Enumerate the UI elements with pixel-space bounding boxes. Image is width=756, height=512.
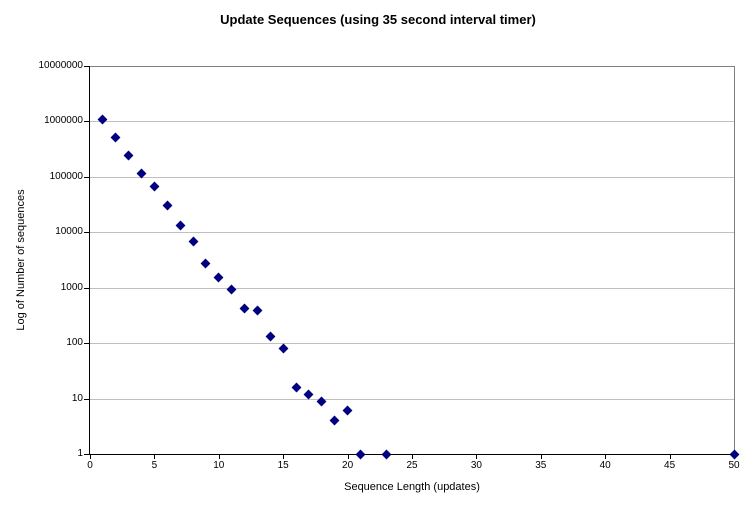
y-tick-mark [84, 176, 90, 178]
data-point-marker [355, 449, 366, 459]
x-tick-mark [218, 455, 220, 459]
y-tick-label: 100000 [49, 170, 83, 182]
y-gridline [90, 232, 734, 234]
data-point-marker [175, 221, 186, 231]
chart-title: Update Sequences (using 35 second interv… [220, 12, 536, 27]
y-tick-label: 10000000 [38, 60, 84, 71]
plot-border-right [734, 66, 735, 455]
y-tick-mark [84, 121, 90, 123]
y-tick-label: 1000000 [44, 115, 83, 127]
data-point-marker [729, 449, 739, 459]
data-point-marker [329, 415, 340, 426]
data-point-marker [123, 150, 134, 161]
y-tick-label: 1000 [60, 281, 83, 293]
y-gridline [90, 176, 734, 178]
data-point-marker [342, 405, 353, 416]
y-axis-title: Log of Number of sequences [15, 189, 27, 331]
x-tick-label: 15 [277, 460, 289, 471]
y-tick-label: 100 [66, 337, 83, 349]
y-tick-label: 10 [71, 392, 83, 404]
x-tick-mark [412, 455, 413, 459]
data-point-marker [200, 258, 211, 269]
data-point-marker [239, 303, 250, 314]
data-point-marker [188, 236, 198, 247]
x-tick-mark [154, 455, 156, 459]
y-gridline [90, 398, 734, 400]
y-tick-mark [84, 66, 90, 67]
y-tick-mark [84, 454, 90, 455]
x-tick-mark [605, 455, 607, 459]
data-point-marker [265, 331, 276, 342]
x-tick-label: 50 [728, 460, 740, 471]
x-tick-mark [347, 455, 349, 459]
x-tick-label: 35 [535, 460, 547, 471]
x-tick-mark [540, 455, 542, 459]
y-tick-label: 10000 [55, 226, 83, 238]
x-axis-line [89, 454, 735, 455]
y-gridline [90, 343, 734, 345]
x-tick-label: 20 [342, 460, 354, 471]
data-point-marker [213, 273, 224, 283]
x-tick-label: 30 [470, 460, 482, 471]
x-axis-title: Sequence Length (updates) [344, 481, 480, 493]
data-point-marker [110, 132, 121, 143]
x-tick-label: 10 [213, 460, 225, 471]
y-tick-mark [84, 287, 90, 289]
data-point-marker [291, 382, 302, 393]
data-point-marker [381, 449, 392, 459]
x-tick-label: 25 [406, 460, 418, 471]
y-tick-mark [84, 343, 90, 345]
y-gridline [90, 287, 734, 289]
y-gridline [90, 121, 734, 123]
y-tick-mark [84, 398, 90, 400]
x-tick-mark [669, 455, 671, 459]
y-tick-mark [84, 232, 90, 234]
data-point-marker [252, 305, 263, 316]
data-point-marker [97, 114, 108, 125]
x-tick-mark [90, 455, 91, 459]
x-tick-label: 45 [664, 460, 676, 471]
x-tick-label: 0 [87, 460, 93, 471]
y-tick-label: 1 [77, 448, 83, 459]
y-axis-line [89, 66, 90, 455]
data-point-marker [149, 181, 160, 192]
plot-border-top [90, 66, 735, 67]
data-point-marker [162, 200, 173, 210]
data-point-marker [278, 343, 289, 354]
x-tick-mark [283, 455, 285, 459]
data-point-marker [226, 284, 237, 295]
x-tick-label: 40 [599, 460, 611, 471]
x-tick-mark [476, 455, 478, 459]
x-tick-label: 5 [151, 460, 158, 471]
